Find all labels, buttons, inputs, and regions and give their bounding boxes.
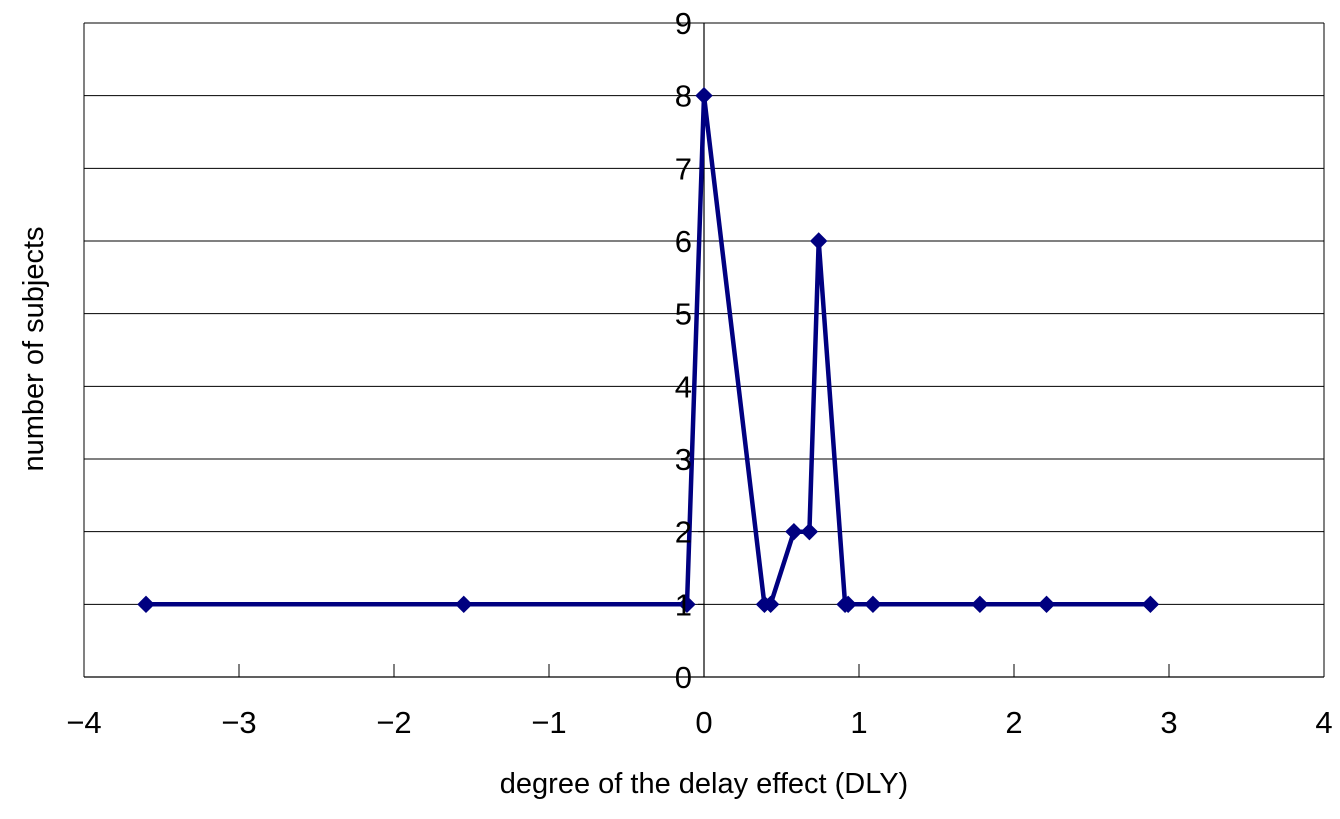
- data-point-0-10: [839, 595, 857, 614]
- y-tick-label-8: 8: [675, 79, 692, 114]
- x-tick-label-4: 0: [695, 705, 712, 740]
- y-tick-label-5: 5: [675, 297, 692, 332]
- y-tick-label-7: 7: [675, 151, 692, 186]
- data-point-0-11: [864, 595, 882, 614]
- y-tick-label-9: 9: [675, 6, 692, 41]
- tick-labels: −4 −3 −2 −1 0 1 2 3 4 0 1 2 3 4 5 6 7 8 9: [66, 6, 1332, 740]
- data-point-0-1: [455, 595, 473, 614]
- y-tick-label-1: 1: [675, 587, 692, 622]
- data-point-0-0: [137, 595, 155, 614]
- series-line-0: [143, 93, 1153, 607]
- data-point-0-13: [1037, 595, 1056, 614]
- y-tick-label-6: 6: [675, 224, 692, 259]
- data-point-0-6: [785, 522, 803, 541]
- x-tick-label-5: 1: [850, 705, 867, 740]
- y-tick-label-4: 4: [675, 369, 692, 404]
- data-point-0-14: [1141, 595, 1160, 614]
- y-axis-title: number of subjects: [18, 226, 50, 471]
- data-point-0-7: [800, 522, 819, 541]
- data-point-0-2: [678, 595, 696, 614]
- data-point-0-3: [695, 86, 713, 105]
- x-axis-title: degree of the delay effect (DLY): [500, 768, 908, 800]
- x-tick-label-0: −4: [66, 705, 101, 740]
- data-point-0-5: [761, 595, 780, 614]
- x-tick-label-3: −1: [531, 705, 566, 740]
- x-tick-label-2: −2: [376, 705, 411, 740]
- series: [137, 86, 1160, 614]
- data-point-0-12: [971, 595, 989, 614]
- x-tick-label-1: −3: [221, 705, 256, 740]
- y-tick-label-2: 2: [675, 515, 692, 550]
- x-tick-label-8: 4: [1315, 705, 1332, 740]
- data-point-0-8: [809, 232, 828, 250]
- x-tick-label-7: 3: [1160, 705, 1177, 740]
- x-tick-label-6: 2: [1005, 705, 1022, 740]
- y-tick-label-3: 3: [675, 442, 692, 477]
- y-tick-label-0: 0: [675, 660, 692, 695]
